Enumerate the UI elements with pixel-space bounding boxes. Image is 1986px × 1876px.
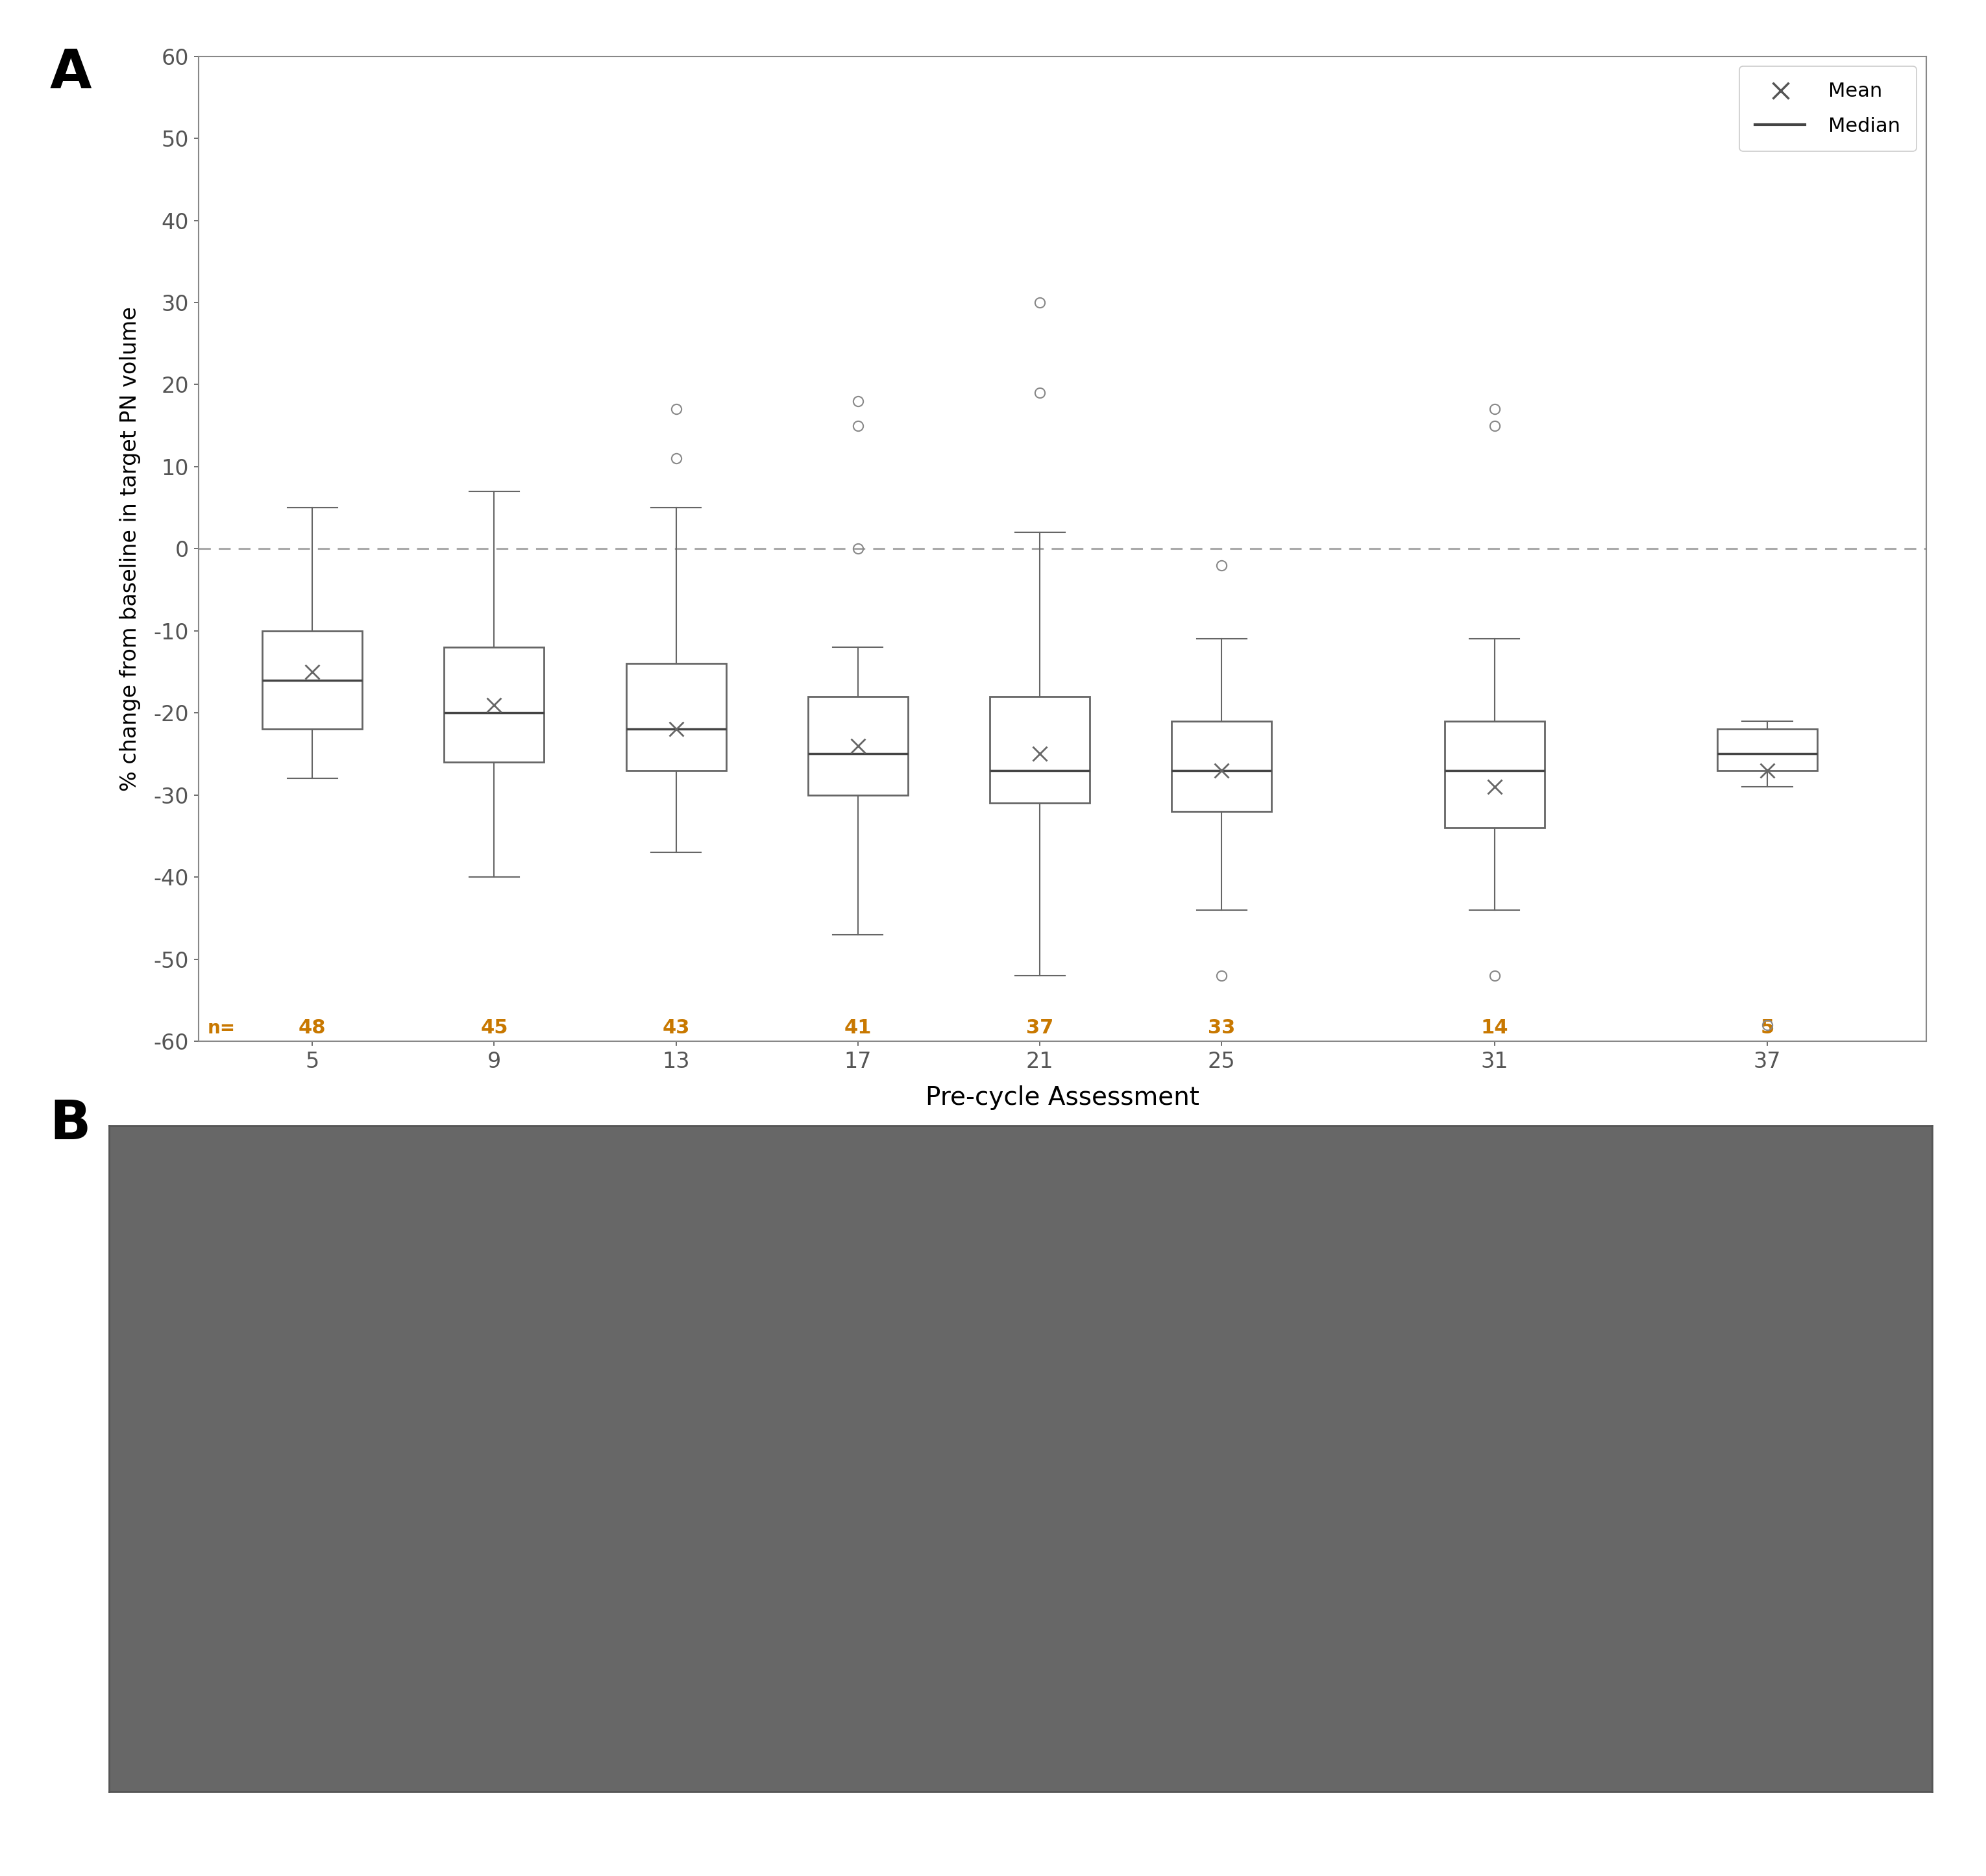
Text: 14: 14 xyxy=(1482,1019,1507,1037)
Text: 5: 5 xyxy=(1760,1019,1773,1037)
Bar xyxy=(1172,720,1271,812)
X-axis label: Pre-cycle Assessment: Pre-cycle Assessment xyxy=(925,1084,1200,1111)
Text: 48: 48 xyxy=(298,1019,326,1037)
Text: A: A xyxy=(50,47,91,99)
Bar xyxy=(1444,720,1545,827)
Text: 41: 41 xyxy=(844,1019,872,1037)
Text: n=: n= xyxy=(209,1019,236,1037)
Bar xyxy=(989,696,1090,803)
Text: B: B xyxy=(50,1097,91,1150)
Legend: Mean, Median: Mean, Median xyxy=(1740,66,1916,152)
Bar xyxy=(808,696,908,795)
Bar xyxy=(445,647,544,762)
Text: 45: 45 xyxy=(481,1019,508,1037)
Bar xyxy=(1718,730,1817,771)
Y-axis label: % change from baseline in target PN volume: % change from baseline in target PN volu… xyxy=(119,306,141,792)
Text: 37: 37 xyxy=(1027,1019,1053,1037)
Bar xyxy=(262,630,361,730)
Text: 33: 33 xyxy=(1207,1019,1235,1037)
Bar xyxy=(626,664,727,771)
Text: 43: 43 xyxy=(661,1019,689,1037)
